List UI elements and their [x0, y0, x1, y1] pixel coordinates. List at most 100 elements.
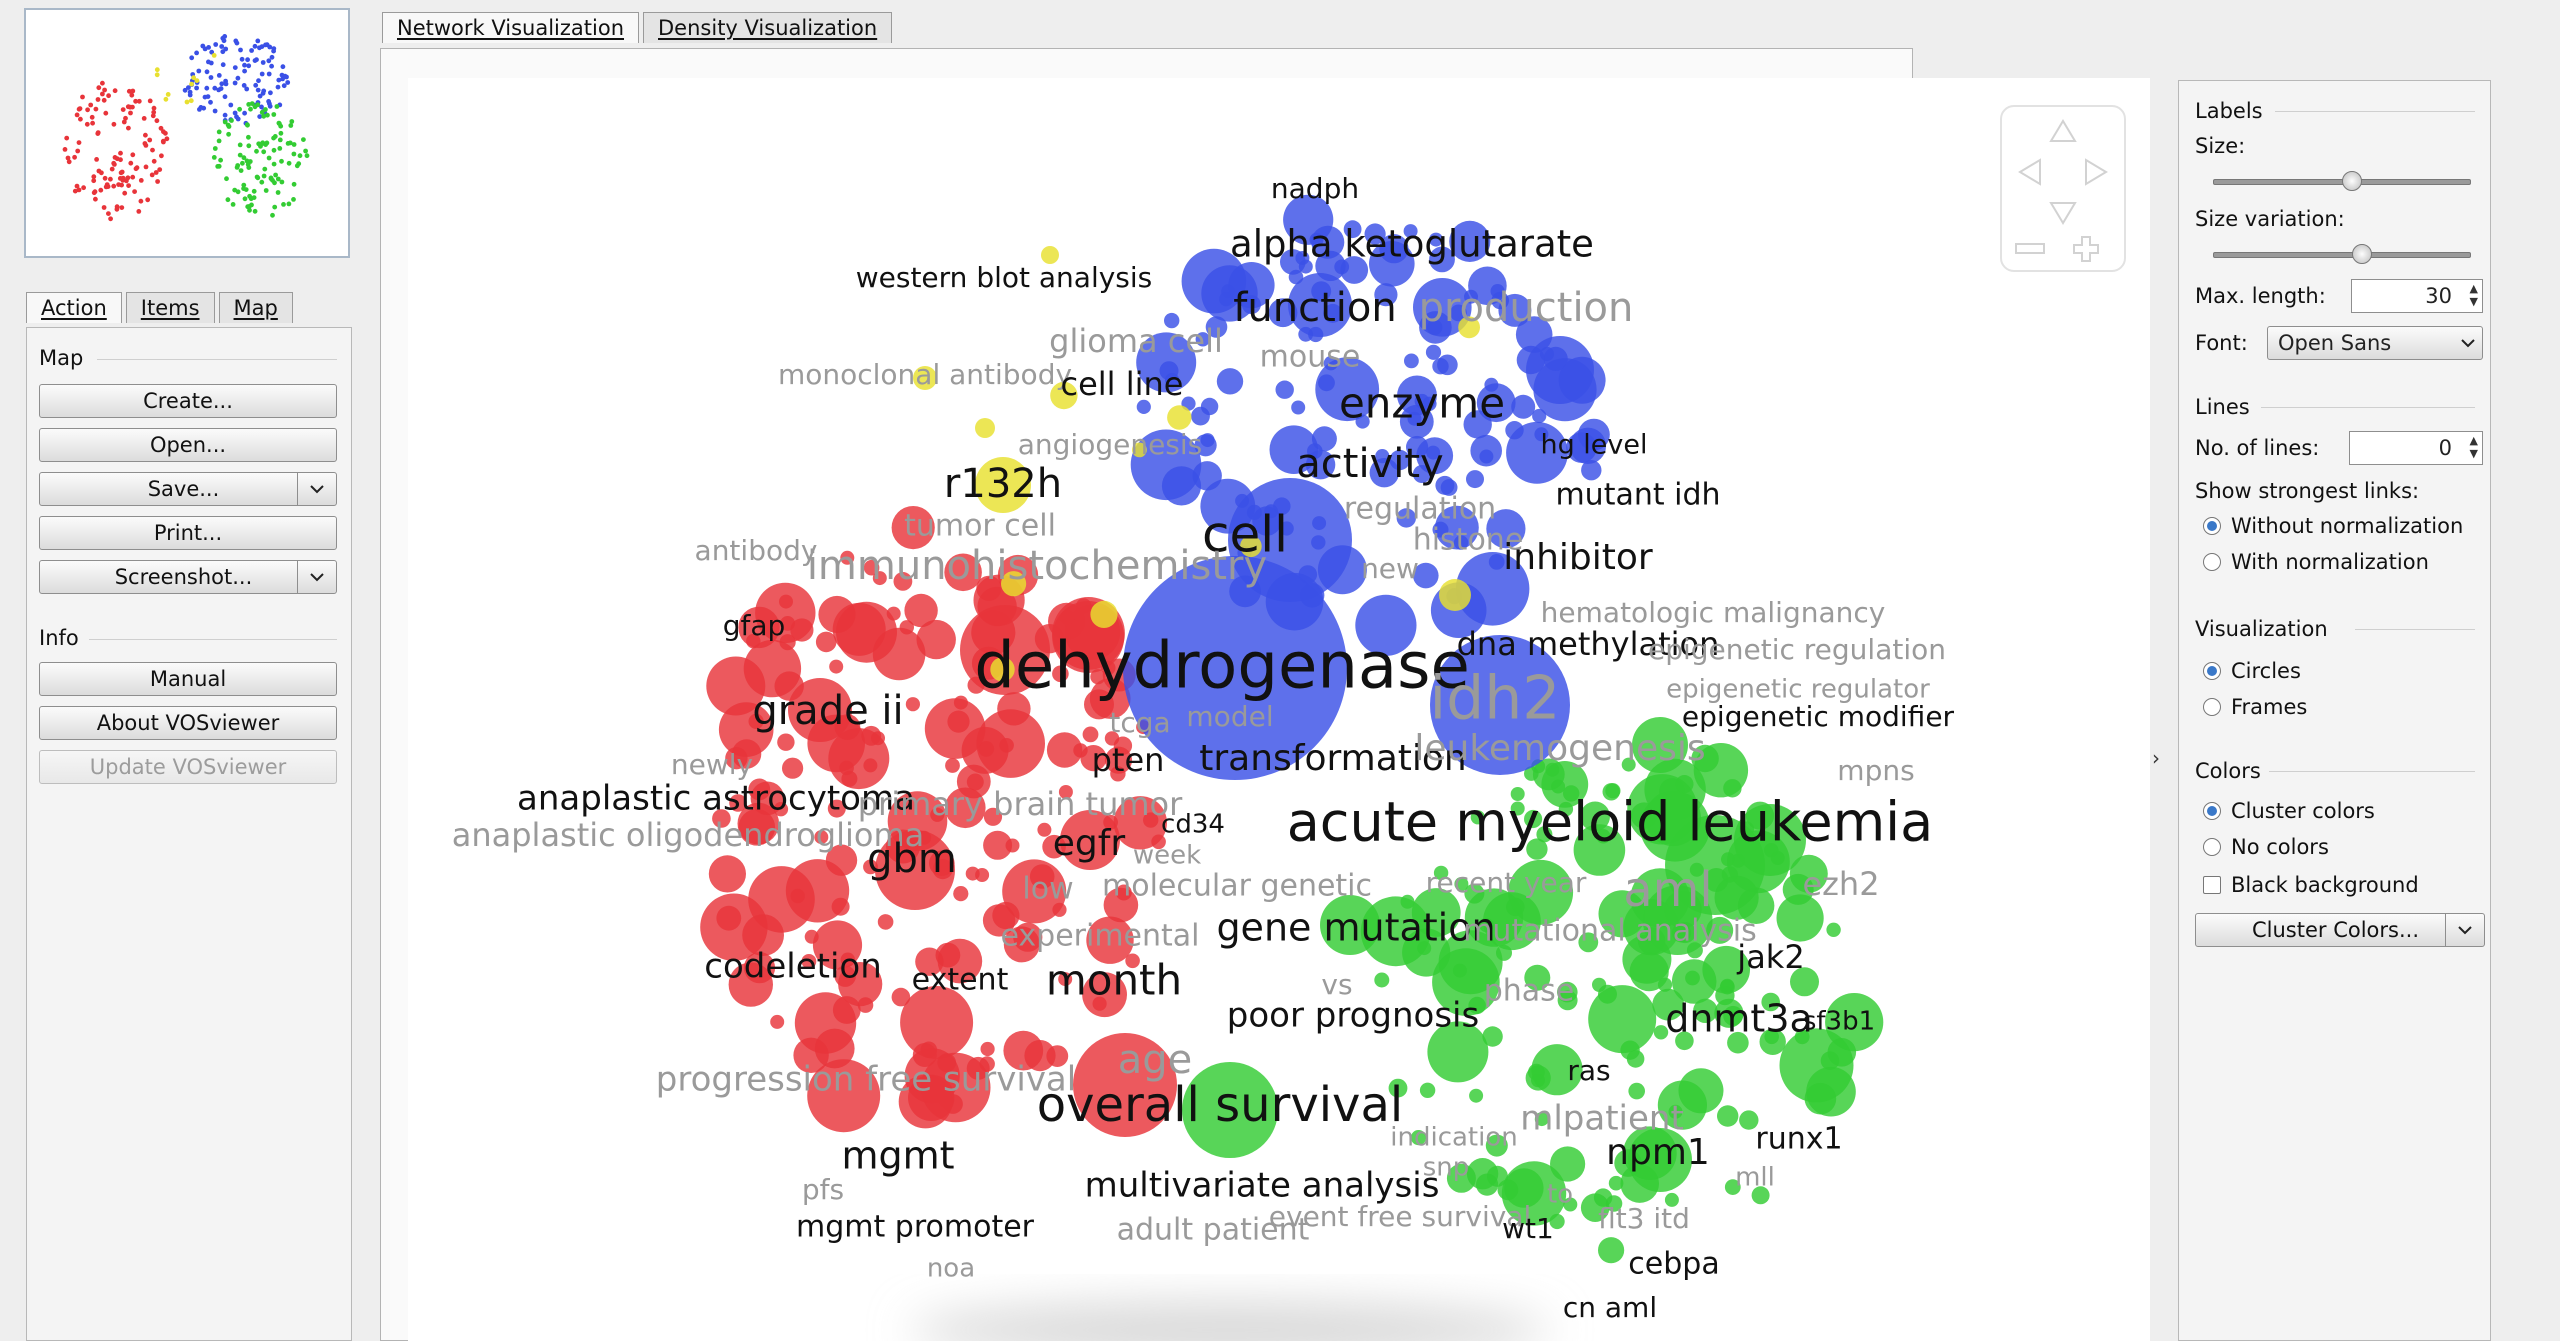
hub-node[interactable]: [975, 418, 995, 438]
blue-cluster-node[interactable]: [1136, 332, 1197, 393]
green-cluster-node[interactable]: [1419, 1082, 1436, 1099]
circles-radio[interactable]: [2203, 662, 2221, 680]
red-cluster-node[interactable]: [871, 731, 885, 746]
blue-cluster-node[interactable]: [1136, 399, 1151, 414]
red-cluster-node[interactable]: [777, 733, 795, 751]
hub-node[interactable]: [1182, 1062, 1278, 1158]
green-cluster-node[interactable]: [1468, 996, 1486, 1015]
green-cluster-node[interactable]: [1789, 854, 1828, 893]
red-cluster-node[interactable]: [924, 698, 986, 759]
red-cluster-node[interactable]: [891, 987, 911, 1007]
blue-cluster-node[interactable]: [1506, 421, 1568, 484]
red-cluster-node[interactable]: [725, 747, 748, 770]
blue-cluster-node[interactable]: [1369, 240, 1415, 287]
red-cluster-node[interactable]: [905, 697, 921, 712]
red-cluster-node[interactable]: [1058, 972, 1073, 987]
hub-node[interactable]: [1041, 246, 1059, 264]
green-cluster-node[interactable]: [1454, 877, 1469, 891]
blue-cluster-node[interactable]: [1194, 434, 1217, 457]
red-cluster-node[interactable]: [840, 550, 855, 565]
chevron-down-icon[interactable]: [2445, 914, 2484, 946]
green-cluster-node[interactable]: [1388, 1078, 1408, 1098]
green-cluster-node[interactable]: [1596, 829, 1611, 844]
green-cluster-node[interactable]: [1580, 1193, 1610, 1222]
without-normalization-radio[interactable]: [2203, 517, 2221, 535]
red-cluster-node[interactable]: [770, 1014, 785, 1029]
blue-cluster-node[interactable]: [1269, 425, 1319, 475]
red-cluster-node[interactable]: [718, 702, 774, 757]
chevron-down-icon[interactable]: [297, 561, 336, 593]
blue-cluster-node[interactable]: [1315, 357, 1380, 422]
no-of-lines-spinner[interactable]: 0 ▲ ▼: [2349, 431, 2483, 465]
red-cluster-node[interactable]: [1086, 916, 1134, 964]
green-cluster-node[interactable]: [1483, 892, 1541, 951]
green-cluster-node[interactable]: [1580, 801, 1610, 832]
save-button[interactable]: Save...: [39, 472, 337, 506]
no-colors-radio[interactable]: [2203, 838, 2221, 856]
red-cluster-node[interactable]: [793, 1037, 829, 1074]
overview-map[interactable]: [24, 8, 350, 258]
frames-radio[interactable]: [2203, 698, 2221, 716]
red-cluster-node[interactable]: [1113, 796, 1168, 850]
red-cluster-node[interactable]: [944, 553, 982, 592]
blue-cluster-node[interactable]: [1399, 404, 1434, 439]
blue-cluster-node[interactable]: [1435, 505, 1479, 550]
green-cluster-node[interactable]: [1557, 990, 1578, 1011]
green-cluster-node[interactable]: [1644, 758, 1706, 821]
with-normalization-label[interactable]: With normalization: [2231, 550, 2429, 574]
red-cluster-node[interactable]: [863, 758, 878, 773]
red-cluster-node[interactable]: [1082, 972, 1127, 1018]
hub-node[interactable]: [960, 605, 1050, 695]
green-cluster-node[interactable]: [1536, 826, 1553, 843]
red-cluster-node[interactable]: [1089, 678, 1131, 719]
red-cluster-node[interactable]: [1037, 822, 1052, 837]
blue-cluster-node[interactable]: [1374, 283, 1398, 307]
red-cluster-node[interactable]: [829, 659, 844, 674]
hub-node[interactable]: [1123, 556, 1347, 780]
green-cluster-node[interactable]: [1739, 1110, 1759, 1130]
blue-cluster-node[interactable]: [1396, 508, 1417, 528]
green-cluster-node[interactable]: [1550, 1146, 1586, 1182]
blue-cluster-node[interactable]: [1369, 458, 1400, 488]
red-cluster-node[interactable]: [815, 631, 837, 653]
red-cluster-node[interactable]: [945, 758, 960, 773]
green-cluster-node[interactable]: [1693, 998, 1718, 1023]
green-cluster-node[interactable]: [1433, 865, 1449, 881]
blue-cluster-node[interactable]: [1429, 246, 1455, 273]
tab-density-visualization[interactable]: Density Visualization: [643, 12, 893, 43]
green-cluster-node[interactable]: [1621, 757, 1636, 772]
blue-cluster-node[interactable]: [1340, 256, 1369, 284]
size-slider[interactable]: [2213, 179, 2471, 185]
blue-cluster-node[interactable]: [1318, 374, 1335, 392]
red-cluster-node[interactable]: [937, 938, 983, 984]
blue-cluster-node[interactable]: [1307, 443, 1323, 459]
green-cluster-node[interactable]: [1534, 1112, 1549, 1127]
cluster-colors-radio[interactable]: [2203, 802, 2221, 820]
blue-cluster-node[interactable]: [1505, 421, 1524, 440]
red-cluster-node[interactable]: [807, 1059, 881, 1133]
red-cluster-node[interactable]: [863, 559, 880, 576]
green-cluster-node[interactable]: [1675, 775, 1694, 794]
tab-items[interactable]: Items: [125, 292, 215, 323]
red-cluster-node[interactable]: [898, 1074, 953, 1129]
hub-node[interactable]: [913, 366, 937, 390]
hub-node[interactable]: [1288, 273, 1352, 337]
red-cluster-node[interactable]: [930, 807, 945, 822]
blue-cluster-node[interactable]: [1440, 479, 1458, 496]
blue-cluster-node[interactable]: [1205, 316, 1228, 338]
yellow-cluster-node[interactable]: [1001, 571, 1027, 597]
red-cluster-node[interactable]: [1110, 766, 1126, 782]
green-cluster-node[interactable]: [1623, 899, 1680, 956]
red-cluster-node[interactable]: [916, 619, 956, 660]
green-cluster-node[interactable]: [1761, 992, 1780, 1012]
red-cluster-node[interactable]: [877, 914, 894, 930]
pan-up-icon[interactable]: [2049, 119, 2077, 142]
green-cluster-node[interactable]: [1628, 1082, 1645, 1100]
blue-cluster-node[interactable]: [1275, 380, 1294, 399]
hub-node[interactable]: [975, 457, 1031, 513]
red-cluster-node[interactable]: [872, 627, 926, 681]
red-cluster-node[interactable]: [839, 760, 854, 776]
blue-cluster-node[interactable]: [1195, 332, 1211, 347]
red-cluster-node[interactable]: [840, 952, 855, 967]
hub-node[interactable]: [1734, 804, 1806, 876]
